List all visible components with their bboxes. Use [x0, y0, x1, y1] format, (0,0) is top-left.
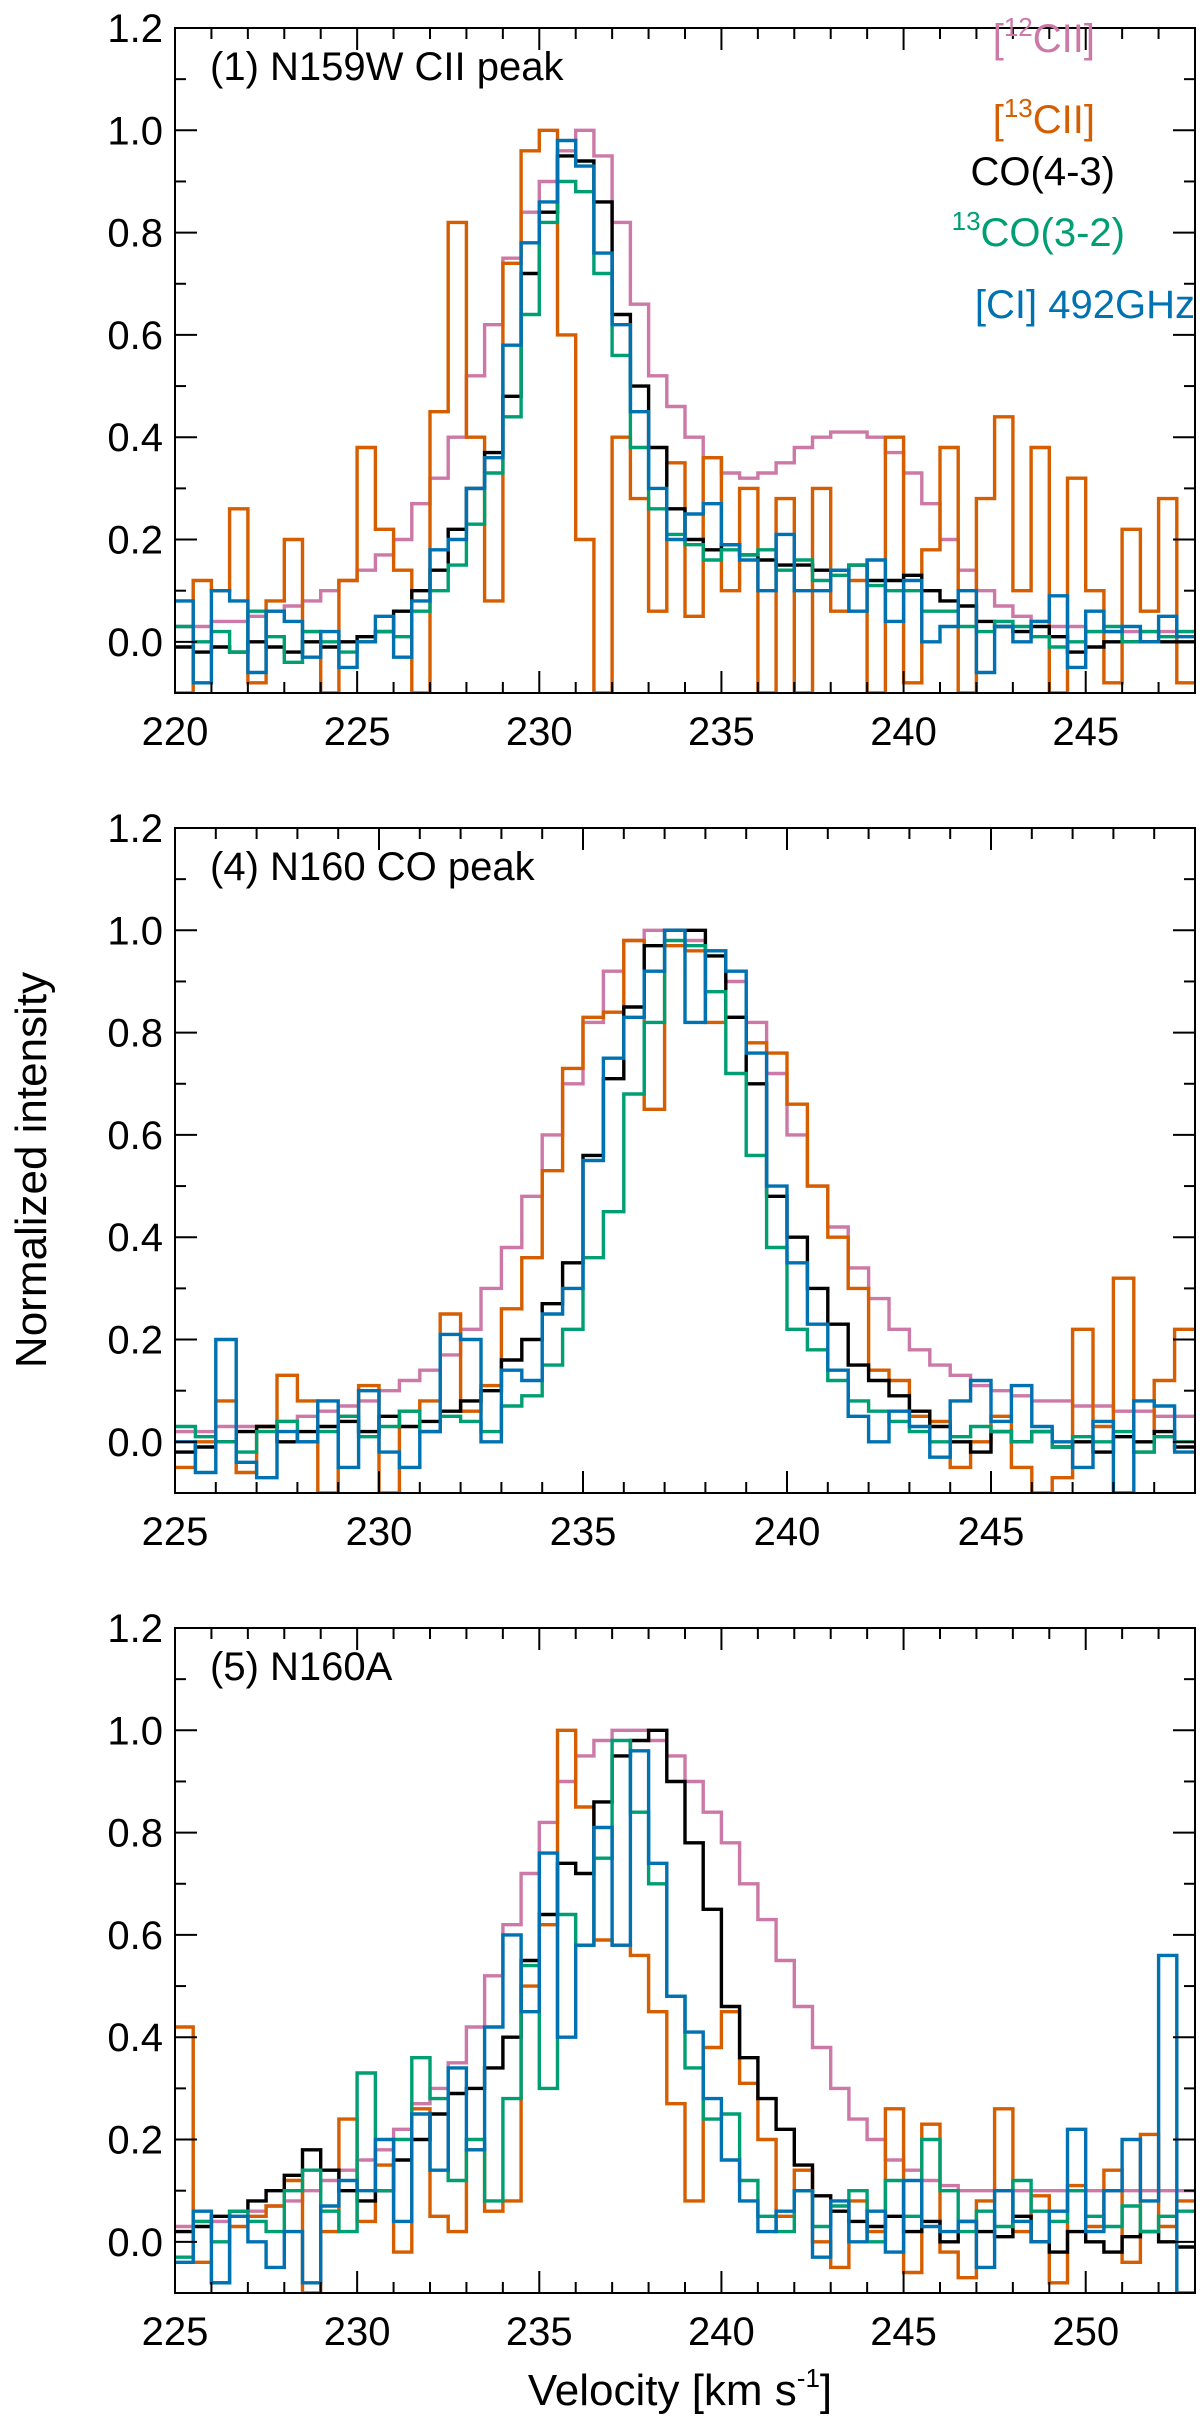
panel-2: 225 230 235 240 245 0.0 0.2 0.4 0.6 0.8 1.0 1.2 (4) …	[107, 807, 1196, 1554]
legend-entry-co43: CO(4-3)	[971, 150, 1115, 194]
panel-title: (5) N160A	[210, 1645, 393, 1689]
series-line-c13	[175, 1728, 1195, 2293]
x-tick-label: 225	[142, 1510, 209, 1554]
series-group	[175, 928, 1195, 1493]
panel-3: 225 230 235 240 245 250 0.0 0.2 0.4 0.6 0.8 1.0 1.2 (…	[107, 1607, 1196, 2354]
legend-co43-main: CO(4-3)	[971, 150, 1115, 194]
series-line-ci	[175, 928, 1195, 1493]
legend-13co-sup: 13	[952, 206, 981, 236]
legend-entry-c13: [13CII]	[993, 93, 1095, 142]
y-tick-label: 0.8	[107, 1012, 163, 1056]
series-line-co43	[175, 1728, 1195, 2254]
y-tick-label: 0.2	[107, 1319, 163, 1363]
legend-entry-ci: [CI] 492GHz	[975, 283, 1195, 327]
series-line-13co	[175, 179, 1195, 664]
y-tick-label: 1.2	[107, 7, 163, 51]
y-axis-title: Normalized intensity	[7, 972, 56, 1368]
x-tick-label: 240	[870, 710, 937, 754]
legend-c12-pre: [	[993, 17, 1004, 61]
x-tick-label: 250	[1052, 2310, 1119, 2354]
x-tick-label: 235	[688, 710, 755, 754]
legend-c13-pre: [	[993, 98, 1004, 142]
y-tick-label: 0.2	[107, 519, 163, 563]
series-line-ci	[175, 138, 1195, 685]
y-tick-label: 0.4	[107, 1216, 163, 1260]
x-tick-label: 245	[958, 1510, 1025, 1554]
y-tick-label: 0.8	[107, 212, 163, 256]
y-tick-label: 0.6	[107, 1114, 163, 1158]
x-tick-label: 245	[1052, 710, 1119, 754]
x-axis-title-main: Velocity [km s	[528, 2366, 797, 2415]
panel-1: 220 225 230 235 240 245 0.0 0.2 0.4 0.6 0.8 1.0 1.2 (…	[107, 7, 1196, 754]
y-tick-label: 1.0	[107, 109, 163, 153]
legend-entry-13co: 13CO(3-2)	[952, 206, 1125, 255]
y-tick-label: 1.0	[107, 909, 163, 953]
y-tick-label: 1.0	[107, 1709, 163, 1753]
series-group	[175, 128, 1195, 693]
legend: [12CII] [13CII] CO(4-3) 13CO(3-2) [CI] 4…	[952, 12, 1195, 327]
y-tick-label: 0.6	[107, 1914, 163, 1958]
x-tick-label: 235	[550, 1510, 617, 1554]
legend-13co-main: CO(3-2)	[981, 211, 1125, 255]
legend-entry-c12: [12CII]	[993, 12, 1095, 61]
x-tick-label: 220	[142, 710, 209, 754]
x-tick-label: 230	[324, 2310, 391, 2354]
legend-ci-main: [CI] 492GHz	[975, 283, 1195, 327]
y-tick-label: 0.6	[107, 314, 163, 358]
y-tick-label: 1.2	[107, 807, 163, 851]
x-tick-label: 245	[870, 2310, 937, 2354]
y-tick-label: 0.2	[107, 2119, 163, 2163]
legend-c13-sup: 13	[1004, 93, 1033, 123]
legend-c12-main: CII]	[1033, 17, 1095, 61]
legend-c12-sup: 12	[1004, 12, 1033, 42]
y-tick-label: 0.0	[107, 1421, 163, 1465]
y-tick-label: 0.8	[107, 1812, 163, 1856]
x-axis-title-sup: -1	[797, 2363, 820, 2393]
panel-title: (1) N159W CII peak	[210, 45, 564, 89]
x-tick-label: 230	[506, 710, 573, 754]
y-tick-label: 1.2	[107, 1607, 163, 1651]
x-axis-title: Velocity [km s-1]	[528, 2363, 832, 2415]
series-group	[175, 1728, 1195, 2293]
y-tick-label: 0.0	[107, 2221, 163, 2265]
x-tick-label: 235	[506, 2310, 573, 2354]
panel-title: (4) N160 CO peak	[210, 845, 536, 889]
x-tick-label: 225	[142, 2310, 209, 2354]
series-line-ci	[175, 1749, 1195, 2293]
panels: 220 225 230 235 240 245 0.0 0.2 0.4 0.6 0.8 1.0 1.2 (…	[107, 7, 1196, 2354]
x-axis-title-close: ]	[820, 2366, 832, 2415]
x-tick-label: 230	[346, 1510, 413, 1554]
y-tick-label: 0.0	[107, 621, 163, 665]
x-tick-label: 225	[324, 710, 391, 754]
x-tick-label: 240	[754, 1510, 821, 1554]
legend-c13-main: CII]	[1033, 98, 1095, 142]
y-tick-label: 0.4	[107, 2016, 163, 2060]
plot-frame	[174, 827, 1196, 1494]
y-tick-label: 0.4	[107, 416, 163, 460]
x-tick-label: 240	[688, 2310, 755, 2354]
